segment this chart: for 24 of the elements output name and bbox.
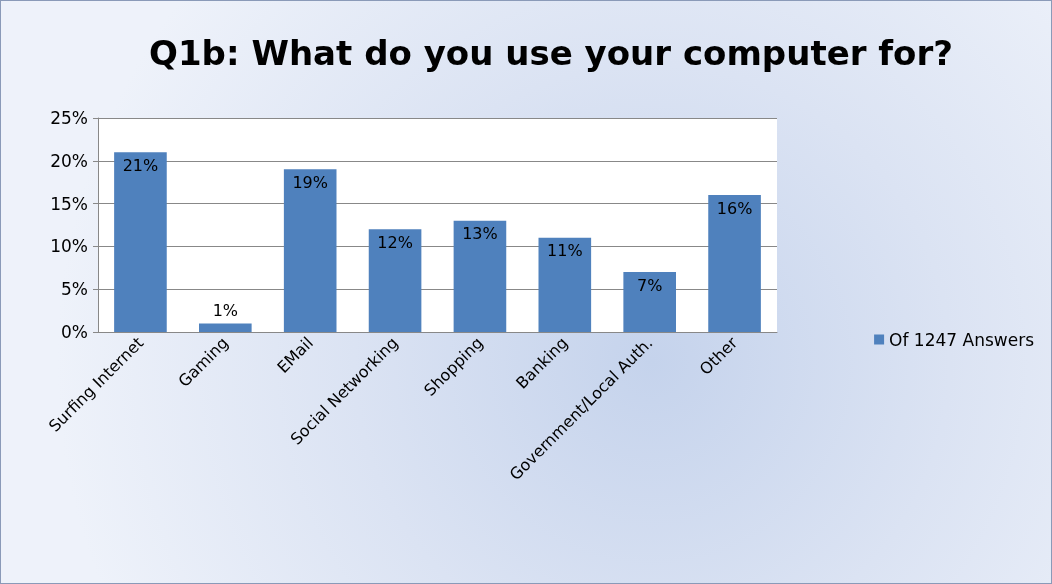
y-tick-label: 5% (61, 279, 88, 300)
bar (623, 272, 676, 332)
y-tick-label: 20% (50, 150, 88, 171)
bar (114, 152, 167, 332)
legend-label: Of 1247 Answers (889, 329, 1035, 350)
data-label: 1% (212, 300, 239, 320)
bar (708, 195, 761, 332)
bar (538, 237, 592, 332)
bar (453, 220, 507, 332)
data-label: 12% (377, 232, 413, 252)
data-label: 11% (547, 241, 583, 261)
data-label: 19% (292, 172, 328, 192)
chart-title: Q1b: What do you use your computer for? (149, 33, 953, 73)
bar (283, 169, 337, 332)
data-label: 16% (716, 198, 753, 218)
y-tick-label: 15% (50, 193, 88, 214)
y-tick-label: 25% (50, 108, 88, 128)
data-label: 21% (122, 155, 159, 175)
y-tick-label: 10% (50, 236, 88, 257)
bar (368, 229, 422, 332)
y-tick-label: 0% (61, 322, 88, 342)
bar (199, 323, 252, 332)
data-label: 7% (636, 275, 663, 295)
data-label: 13% (462, 224, 498, 244)
